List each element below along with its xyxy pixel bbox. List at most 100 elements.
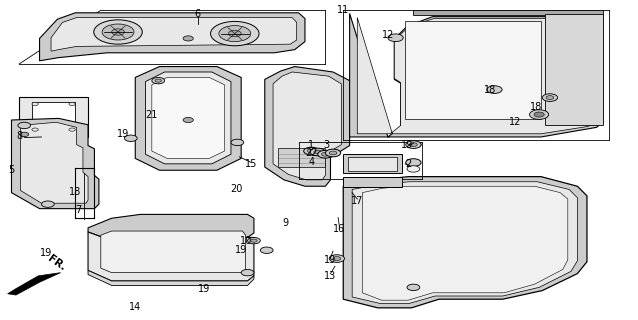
Circle shape — [260, 247, 273, 253]
Polygon shape — [20, 122, 88, 203]
Circle shape — [41, 201, 54, 207]
Circle shape — [124, 135, 137, 141]
Circle shape — [388, 34, 403, 42]
Circle shape — [211, 21, 259, 46]
Circle shape — [32, 128, 38, 131]
Polygon shape — [51, 18, 297, 51]
Circle shape — [241, 269, 254, 276]
Circle shape — [69, 102, 75, 106]
Circle shape — [542, 94, 558, 101]
Text: 19: 19 — [401, 140, 413, 150]
Text: 3: 3 — [323, 140, 330, 150]
Circle shape — [94, 20, 142, 44]
Circle shape — [406, 159, 421, 166]
Circle shape — [219, 26, 251, 42]
Circle shape — [112, 29, 124, 35]
Circle shape — [322, 152, 329, 156]
Circle shape — [251, 239, 257, 242]
Text: 19: 19 — [198, 284, 211, 294]
Text: 18: 18 — [530, 102, 542, 112]
Circle shape — [231, 139, 244, 146]
Circle shape — [183, 36, 193, 41]
Text: 22: 22 — [305, 148, 318, 158]
Circle shape — [487, 86, 502, 93]
Circle shape — [69, 128, 75, 131]
Circle shape — [407, 284, 420, 291]
Circle shape — [18, 122, 31, 129]
Circle shape — [152, 77, 165, 84]
Circle shape — [534, 112, 544, 117]
Circle shape — [308, 149, 315, 153]
Polygon shape — [8, 273, 61, 295]
Circle shape — [407, 166, 420, 172]
Text: FR.: FR. — [46, 253, 68, 273]
Polygon shape — [145, 72, 231, 164]
Text: 2: 2 — [405, 159, 412, 169]
Text: 1: 1 — [308, 140, 315, 150]
Polygon shape — [343, 154, 402, 173]
Text: 13: 13 — [324, 271, 337, 281]
Polygon shape — [135, 67, 241, 170]
Circle shape — [310, 148, 325, 156]
Circle shape — [304, 147, 319, 155]
Circle shape — [248, 237, 260, 244]
Circle shape — [329, 151, 337, 155]
Polygon shape — [88, 232, 254, 281]
Text: 12: 12 — [382, 29, 394, 40]
Polygon shape — [88, 214, 254, 241]
Text: 9: 9 — [283, 218, 289, 228]
Text: 16: 16 — [333, 224, 346, 234]
Polygon shape — [40, 13, 305, 61]
Circle shape — [325, 149, 341, 157]
Circle shape — [408, 141, 421, 148]
Circle shape — [530, 110, 549, 119]
Text: 15: 15 — [244, 159, 257, 169]
Polygon shape — [265, 67, 350, 186]
Circle shape — [20, 132, 29, 137]
Polygon shape — [32, 102, 75, 131]
Polygon shape — [19, 97, 88, 137]
Polygon shape — [278, 148, 325, 167]
Text: 7: 7 — [75, 204, 81, 215]
Circle shape — [329, 255, 345, 262]
Text: 18: 18 — [69, 187, 82, 197]
Text: 19: 19 — [324, 255, 337, 265]
Circle shape — [333, 257, 341, 260]
Circle shape — [228, 30, 241, 37]
Polygon shape — [348, 157, 397, 171]
Circle shape — [183, 117, 193, 123]
Polygon shape — [413, 10, 603, 15]
Polygon shape — [362, 186, 568, 300]
Polygon shape — [11, 118, 99, 209]
Text: 18: 18 — [484, 85, 496, 95]
Circle shape — [314, 150, 322, 154]
Text: 19: 19 — [40, 248, 52, 259]
Text: 5: 5 — [8, 165, 15, 175]
Text: 19: 19 — [117, 129, 130, 139]
Circle shape — [546, 96, 554, 100]
Polygon shape — [88, 270, 254, 285]
Polygon shape — [152, 77, 225, 158]
Text: 19: 19 — [235, 245, 248, 255]
Polygon shape — [101, 231, 246, 273]
Circle shape — [155, 79, 161, 82]
Circle shape — [318, 150, 333, 158]
Text: 6: 6 — [195, 9, 201, 20]
Text: 21: 21 — [145, 110, 158, 120]
Polygon shape — [405, 21, 541, 119]
Text: 4: 4 — [308, 156, 315, 167]
Text: 12: 12 — [509, 117, 522, 127]
Polygon shape — [352, 182, 577, 303]
Polygon shape — [343, 177, 402, 187]
Circle shape — [410, 143, 417, 147]
Text: 8: 8 — [16, 131, 22, 141]
Polygon shape — [545, 14, 603, 125]
Polygon shape — [350, 13, 603, 137]
Polygon shape — [343, 177, 587, 308]
Text: 20: 20 — [230, 184, 242, 195]
Text: 14: 14 — [129, 301, 142, 312]
Text: 11: 11 — [337, 5, 350, 15]
Polygon shape — [357, 18, 597, 134]
Text: 17: 17 — [351, 196, 364, 206]
Text: 10: 10 — [239, 236, 252, 246]
